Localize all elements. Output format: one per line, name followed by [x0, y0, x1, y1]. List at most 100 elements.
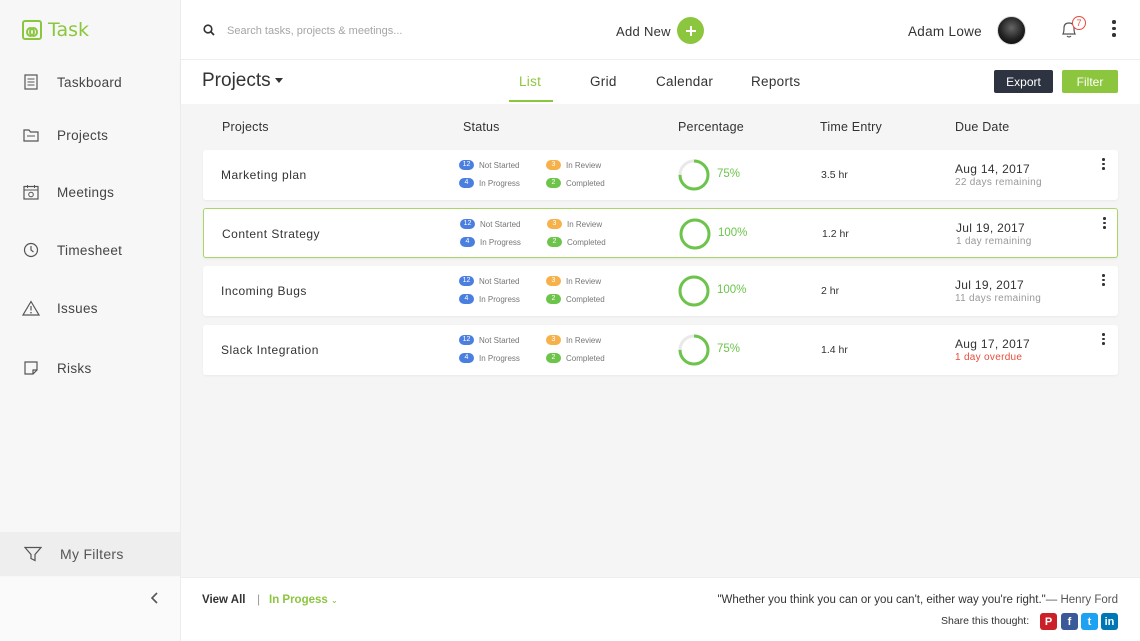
table-row[interactable]: Incoming Bugs 12 Not Started 3 In Review 4 In … [203, 266, 1118, 316]
calendar-icon [22, 183, 40, 201]
chevron-down-icon: ⌄ [331, 596, 338, 605]
status-label: Completed [566, 178, 605, 188]
add-new-button[interactable] [677, 17, 704, 44]
progress-ring [679, 218, 711, 250]
my-filters[interactable]: My Filters [0, 532, 180, 576]
status-label: Not Started [480, 219, 521, 229]
clock-icon [22, 241, 40, 259]
top-bar: Add New Adam Lowe 7 [181, 0, 1140, 60]
in-progress-count: 4 [460, 237, 475, 247]
twitter-icon[interactable]: t [1081, 613, 1098, 630]
projects-table: Projects Status Percentage Time Entry Du… [181, 104, 1140, 577]
status-label: In Review [566, 276, 602, 286]
footer: View All | In Progess ⌄ "Whether you thi… [181, 577, 1140, 641]
page-title[interactable]: Projects [202, 70, 283, 92]
due-date: Aug 14, 2017 [955, 162, 1030, 176]
days-remaining: 22 days remaining [955, 177, 1042, 188]
app-name: Task [48, 19, 90, 41]
completed-count: 2 [547, 237, 562, 247]
facebook-icon[interactable]: f [1061, 613, 1078, 630]
sidebar-item-label: Projects [57, 127, 109, 143]
status-in-review: 3 In Review [546, 160, 601, 170]
completed-count: 2 [546, 178, 561, 188]
in-progress-count: 4 [459, 353, 474, 363]
more-menu-icon[interactable] [1112, 20, 1116, 40]
footer-separator: | [257, 592, 261, 606]
linkedin-icon[interactable]: in [1101, 613, 1118, 630]
sidebar-item-label: Risks [57, 360, 92, 376]
tab-reports[interactable]: Reports [751, 74, 801, 89]
sidebar-item-taskboard[interactable]: Taskboard [0, 62, 180, 102]
status-label: Not Started [479, 160, 520, 170]
table-row[interactable]: Marketing plan 12 Not Started 3 In Review 4 In… [203, 150, 1118, 200]
chevron-left-icon[interactable] [150, 589, 160, 610]
avatar[interactable] [997, 16, 1026, 45]
column-header-projects: Projects [222, 120, 269, 134]
row-menu-icon[interactable] [1102, 333, 1106, 347]
filter-button[interactable]: Filter [1062, 70, 1118, 93]
active-tab-indicator [509, 100, 553, 102]
caret-down-icon [274, 78, 283, 84]
row-menu-icon[interactable] [1102, 158, 1106, 172]
status-label: In Progress [479, 353, 520, 363]
status-completed: 2 Completed [547, 237, 606, 247]
time-entry: 3.5 hr [821, 169, 848, 181]
sidebar-item-label: Meetings [57, 184, 115, 200]
table-row[interactable]: Content Strategy 12 Not Started 3 In Review 4… [203, 208, 1118, 258]
plus-icon [685, 25, 696, 36]
sub-header: Projects List Grid Calendar Reports Expo… [181, 60, 1140, 104]
in-progress-count: 4 [459, 294, 474, 304]
bell-icon[interactable] [1059, 19, 1079, 44]
row-menu-icon[interactable] [1102, 274, 1106, 288]
status-filter-dropdown[interactable]: In Progess ⌄ [269, 594, 338, 606]
progress-ring [678, 159, 710, 191]
search-input[interactable] [227, 20, 487, 42]
table-row[interactable]: Slack Integration 12 Not Started 3 In Review… [203, 325, 1118, 375]
project-name[interactable]: Content Strategy [222, 227, 321, 241]
status-label: In Review [566, 335, 602, 345]
completed-count: 2 [546, 294, 561, 304]
status-in-review: 3 In Review [546, 335, 601, 345]
status-completed: 2 Completed [546, 178, 605, 188]
tab-list[interactable]: List [519, 74, 542, 89]
in-review-count: 3 [546, 160, 561, 170]
taskboard-icon [22, 73, 40, 91]
status-in-review: 3 In Review [546, 276, 601, 286]
project-name[interactable]: Slack Integration [221, 343, 319, 357]
days-remaining: 11 days remaining [955, 293, 1042, 304]
time-entry: 1.4 hr [821, 344, 848, 356]
row-menu-icon[interactable] [1103, 217, 1107, 231]
tab-calendar[interactable]: Calendar [656, 74, 714, 89]
share-label: Share this thought: [941, 615, 1030, 627]
percentage-value: 75% [717, 343, 741, 355]
app-logo[interactable]: Task [22, 18, 89, 42]
progress-ring [678, 275, 710, 307]
warning-icon [22, 299, 40, 317]
export-button[interactable]: Export [994, 70, 1053, 93]
pinterest-icon[interactable]: P [1040, 613, 1057, 630]
percentage-value: 75% [717, 168, 741, 180]
sidebar-item-label: Timesheet [57, 242, 123, 258]
add-new-label[interactable]: Add New [616, 24, 671, 39]
status-completed: 2 Completed [546, 294, 605, 304]
status-in-progress: 4 In Progress [460, 237, 521, 247]
status-in-review: 3 In Review [547, 219, 602, 229]
sidebar-item-issues[interactable]: Issues [0, 288, 180, 328]
sidebar-item-timesheet[interactable]: Timesheet [0, 230, 180, 270]
sidebar-item-meetings[interactable]: Meetings [0, 172, 180, 212]
project-name[interactable]: Marketing plan [221, 168, 307, 182]
status-label: In Progress [479, 178, 520, 188]
due-date: Aug 17, 2017 [955, 337, 1030, 351]
view-all-link[interactable]: View All [202, 594, 246, 606]
user-name[interactable]: Adam Lowe [908, 24, 982, 39]
not-started-count: 12 [459, 160, 474, 170]
sidebar-item-risks[interactable]: Risks [0, 348, 180, 388]
status-filter-value: In Progess [269, 594, 328, 606]
time-entry: 2 hr [821, 285, 840, 297]
sidebar-item-projects[interactable]: Projects [0, 115, 180, 155]
status-in-progress: 4 In Progress [459, 353, 520, 363]
in-review-count: 3 [546, 276, 561, 286]
project-name[interactable]: Incoming Bugs [221, 284, 307, 298]
column-header-due-date: Due Date [955, 120, 1010, 134]
tab-grid[interactable]: Grid [590, 74, 617, 89]
